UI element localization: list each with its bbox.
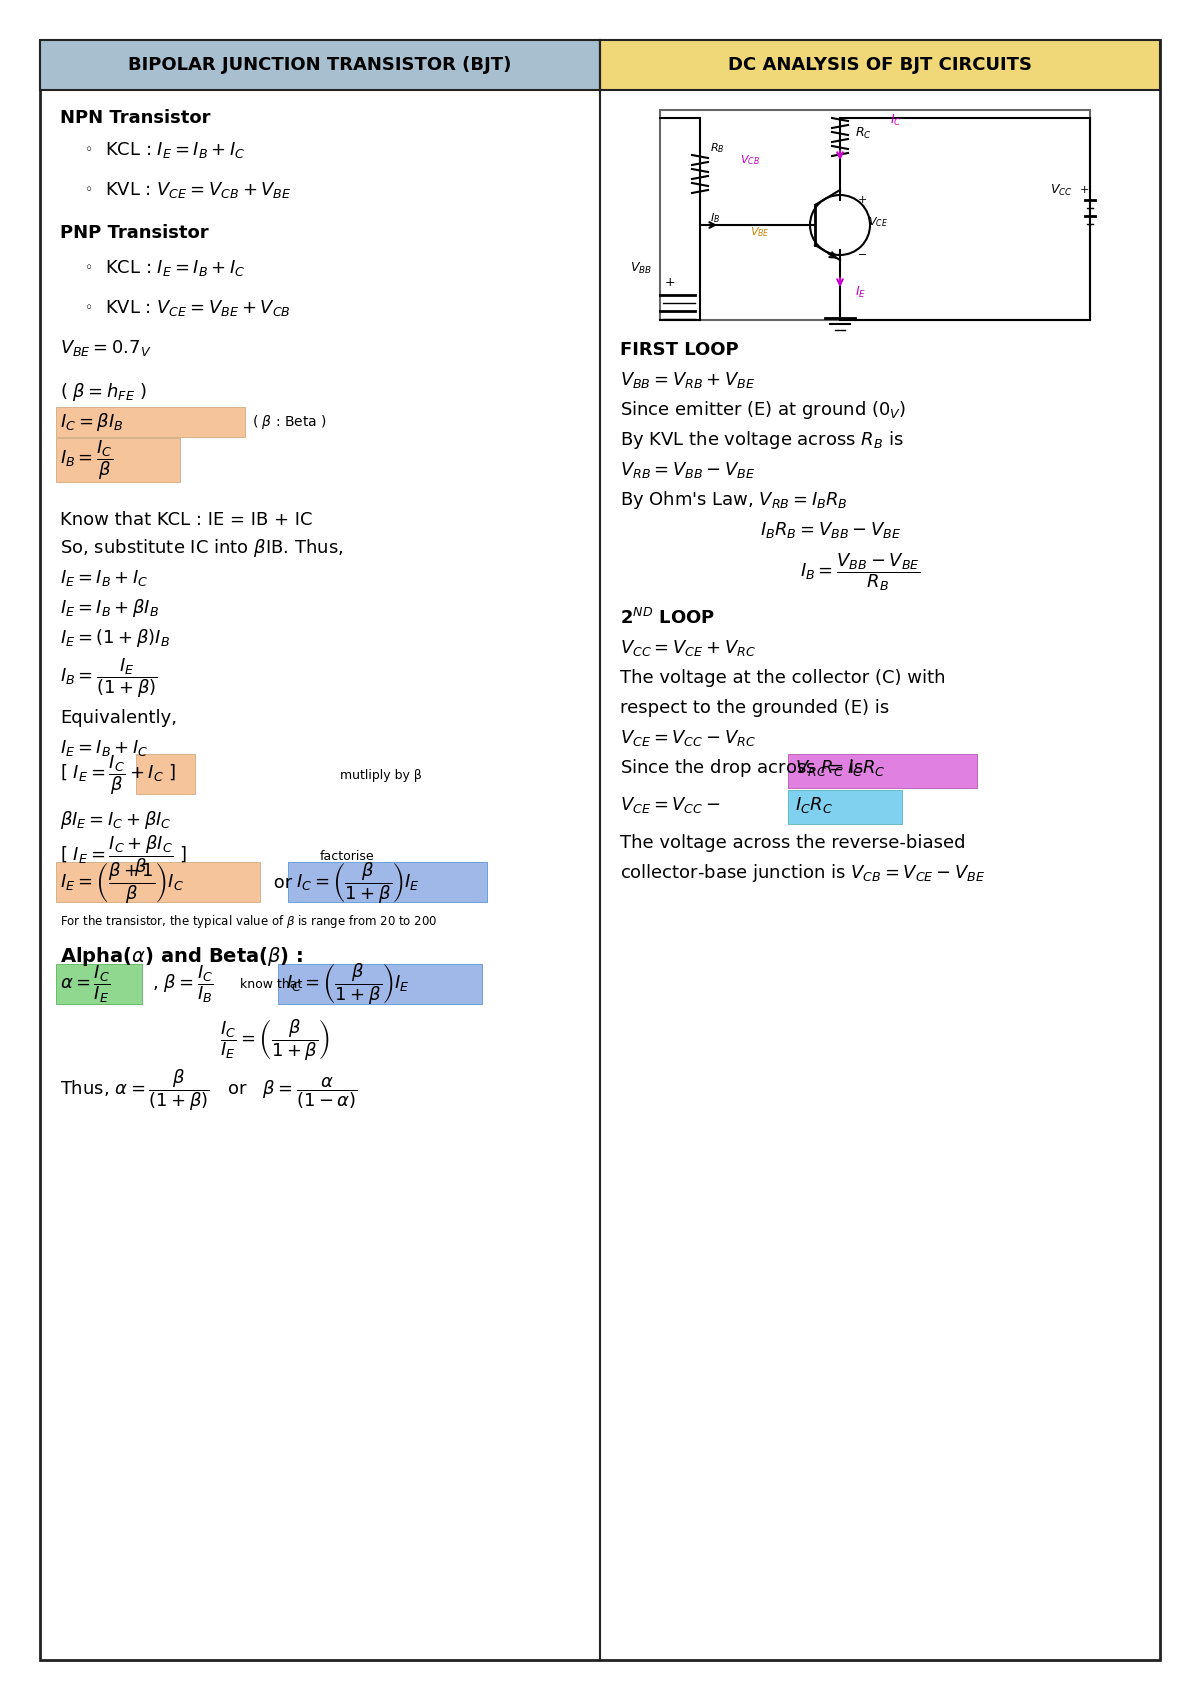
Text: NPN Transistor: NPN Transistor (60, 109, 210, 127)
Text: $V_{CE} = V_{CC} - V_{RC}$: $V_{CE} = V_{CC} - V_{RC}$ (620, 728, 756, 748)
Text: $I_E = (1 + \beta)I_B$: $I_E = (1 + \beta)I_B$ (60, 626, 170, 648)
Text: $V_{RC} = I_C R_C$: $V_{RC} = I_C R_C$ (796, 759, 886, 777)
Text: $V_{CB}$: $V_{CB}$ (740, 153, 760, 166)
Text: respect to the grounded (E) is: respect to the grounded (E) is (620, 699, 889, 718)
Text: −: − (858, 249, 868, 260)
Text: Thus, $\alpha = \dfrac{\beta}{(1+\beta)}$   or   $\beta = \dfrac{\alpha}{(1-\alp: Thus, $\alpha = \dfrac{\beta}{(1+\beta)}… (60, 1067, 358, 1113)
FancyBboxPatch shape (788, 753, 977, 787)
Text: $I_C$: $I_C$ (890, 112, 901, 127)
Text: $I_C = \beta I_B$: $I_C = \beta I_B$ (60, 411, 124, 433)
Text: ◦: ◦ (85, 261, 94, 275)
FancyBboxPatch shape (56, 438, 180, 482)
Text: The voltage across the reverse-biased: The voltage across the reverse-biased (620, 833, 966, 852)
Text: +: + (858, 195, 868, 205)
Text: DC ANALYSIS OF BJT CIRCUITS: DC ANALYSIS OF BJT CIRCUITS (728, 56, 1032, 75)
Text: $I_B$: $I_B$ (710, 210, 720, 226)
Text: $V_{CC} = V_{CE} + V_{RC}$: $V_{CC} = V_{CE} + V_{RC}$ (620, 638, 756, 658)
FancyBboxPatch shape (288, 862, 487, 903)
Text: $V_{CC}$: $V_{CC}$ (1050, 183, 1073, 197)
Text: $I_B = \dfrac{I_E}{(1+\beta)}$: $I_B = \dfrac{I_E}{(1+\beta)}$ (60, 657, 157, 699)
Text: $[ \ I_E = \dfrac{I_C}{\beta} + I_C \ ]$: $[ \ I_E = \dfrac{I_C}{\beta} + I_C \ ]$ (60, 753, 175, 798)
Text: $I_E = I_B + I_C$: $I_E = I_B + I_C$ (60, 568, 149, 587)
Text: KVL : $V_{CE} = V_{CB} + V_{BE}$: KVL : $V_{CE} = V_{CB} + V_{BE}$ (106, 180, 292, 200)
Text: $I_B = \dfrac{V_{BB}-V_{BE}}{R_B}$: $I_B = \dfrac{V_{BB}-V_{BE}}{R_B}$ (800, 552, 920, 592)
FancyBboxPatch shape (40, 41, 1160, 1660)
Text: $I_C = \left(\dfrac{\beta}{1+\beta}\right)I_E$: $I_C = \left(\dfrac{\beta}{1+\beta}\righ… (286, 961, 410, 1006)
Text: BIPOLAR JUNCTION TRANSISTOR (BJT): BIPOLAR JUNCTION TRANSISTOR (BJT) (128, 56, 511, 75)
Text: +: + (1080, 185, 1090, 195)
Text: $R_C$: $R_C$ (854, 126, 871, 141)
Text: $V_{RB} = V_{BB} - V_{BE}$: $V_{RB} = V_{BB} - V_{BE}$ (620, 460, 756, 480)
Text: PNP Transistor: PNP Transistor (60, 224, 209, 243)
Text: Alpha($\alpha$) and Beta($\beta$) :: Alpha($\alpha$) and Beta($\beta$) : (60, 945, 304, 967)
Text: For the transistor, the typical value of $\beta$ is range from 20 to 200: For the transistor, the typical value of… (60, 913, 438, 930)
Text: $V_{CE}$: $V_{CE}$ (868, 216, 888, 229)
Text: Since emitter (E) at ground $(0_V)$: Since emitter (E) at ground $(0_V)$ (620, 399, 906, 421)
Text: $V_{BB} = V_{RB} + V_{BE}$: $V_{BB} = V_{RB} + V_{BE}$ (620, 370, 756, 390)
Text: By KVL the voltage across $R_B$ is: By KVL the voltage across $R_B$ is (620, 429, 904, 451)
Text: Equivalently,: Equivalently, (60, 709, 178, 726)
Text: Since the drop across $R_C$ is: Since the drop across $R_C$ is (620, 757, 864, 779)
Text: By Ohm's Law, $V_{RB} = I_B R_B$: By Ohm's Law, $V_{RB} = I_B R_B$ (620, 489, 848, 511)
Text: $\beta I_E = I_C + \beta I_C$: $\beta I_E = I_C + \beta I_C$ (60, 809, 172, 832)
Text: $\alpha = \dfrac{I_C}{I_E}$: $\alpha = \dfrac{I_C}{I_E}$ (60, 964, 110, 1005)
Text: KCL : $I_E = I_B + I_C$: KCL : $I_E = I_B + I_C$ (106, 258, 245, 278)
FancyBboxPatch shape (56, 964, 142, 1005)
Text: $I_E = I_B + \beta I_B$: $I_E = I_B + \beta I_B$ (60, 597, 160, 619)
Text: $I_C = \left(\dfrac{\beta}{1+\beta}\right)I_E$: $I_C = \left(\dfrac{\beta}{1+\beta}\righ… (296, 860, 420, 906)
Text: $I_E$: $I_E$ (854, 285, 866, 300)
Text: $I_B = \dfrac{I_C}{\beta}$: $I_B = \dfrac{I_C}{\beta}$ (60, 438, 113, 482)
FancyBboxPatch shape (788, 791, 902, 825)
Text: 2$^{ND}$ LOOP: 2$^{ND}$ LOOP (620, 608, 715, 628)
Text: know that: know that (232, 977, 302, 991)
FancyBboxPatch shape (600, 41, 1160, 90)
Text: $V_{BE} = 0.7_V$: $V_{BE} = 0.7_V$ (60, 338, 151, 358)
Text: $R_B$: $R_B$ (710, 141, 725, 154)
Text: $\dfrac{I_C}{I_E} = \left(\dfrac{\beta}{1+\beta}\right)$: $\dfrac{I_C}{I_E} = \left(\dfrac{\beta}{… (220, 1017, 330, 1062)
Text: Know that KCL : IE = IB + IC: Know that KCL : IE = IB + IC (60, 511, 312, 529)
Text: $V_{BB}$: $V_{BB}$ (630, 260, 652, 275)
Text: $I_C R_C$: $I_C R_C$ (796, 794, 833, 815)
Text: So, substitute IC into $\beta$IB. Thus,: So, substitute IC into $\beta$IB. Thus, (60, 536, 343, 558)
FancyBboxPatch shape (660, 110, 1090, 321)
Text: FIRST LOOP: FIRST LOOP (620, 341, 739, 360)
FancyBboxPatch shape (40, 41, 600, 90)
Text: KCL : $I_E = I_B + I_C$: KCL : $I_E = I_B + I_C$ (106, 139, 245, 160)
Text: $V_{BE}$: $V_{BE}$ (750, 226, 770, 239)
Text: $( \ \beta = h_{FE} \ )$: $( \ \beta = h_{FE} \ )$ (60, 382, 146, 402)
Text: KVL : $V_{CE} = V_{BE} + V_{CB}$: KVL : $V_{CE} = V_{BE} + V_{CB}$ (106, 299, 290, 317)
Text: mutliply by β: mutliply by β (340, 769, 422, 782)
Text: $I_E = I_B + I_C$: $I_E = I_B + I_C$ (60, 738, 149, 759)
Text: −: − (665, 305, 676, 319)
Text: or: or (268, 874, 298, 893)
Text: $I_B R_B = V_{BB} - V_{BE}$: $I_B R_B = V_{BB} - V_{BE}$ (760, 519, 901, 540)
Text: factorise: factorise (320, 850, 374, 862)
Text: ◦: ◦ (85, 183, 94, 197)
Text: $( \ \beta$ : Beta $)$: $( \ \beta$ : Beta $)$ (252, 412, 326, 431)
Text: , $\beta = \dfrac{I_C}{I_B}$: , $\beta = \dfrac{I_C}{I_B}$ (152, 964, 214, 1005)
Text: $[ \ I_E = \dfrac{I_C + \beta I_C}{\beta} \ ]$: $[ \ I_E = \dfrac{I_C + \beta I_C}{\beta… (60, 833, 187, 879)
Text: collector-base junction is $V_{CB} = V_{CE} - V_{BE}$: collector-base junction is $V_{CB} = V_{… (620, 862, 985, 884)
FancyBboxPatch shape (56, 862, 260, 903)
Text: +: + (665, 275, 676, 288)
Text: The voltage at the collector (C) with: The voltage at the collector (C) with (620, 669, 946, 687)
FancyBboxPatch shape (278, 964, 482, 1005)
Text: ◦: ◦ (85, 143, 94, 158)
Text: $I_E = \left(\dfrac{\beta+1}{\beta}\right)I_C$: $I_E = \left(\dfrac{\beta+1}{\beta}\righ… (60, 860, 184, 906)
FancyBboxPatch shape (136, 753, 194, 794)
FancyBboxPatch shape (56, 407, 245, 438)
Text: $V_{CE} = V_{CC} - $: $V_{CE} = V_{CC} - $ (620, 794, 721, 815)
Text: ◦: ◦ (85, 300, 94, 316)
